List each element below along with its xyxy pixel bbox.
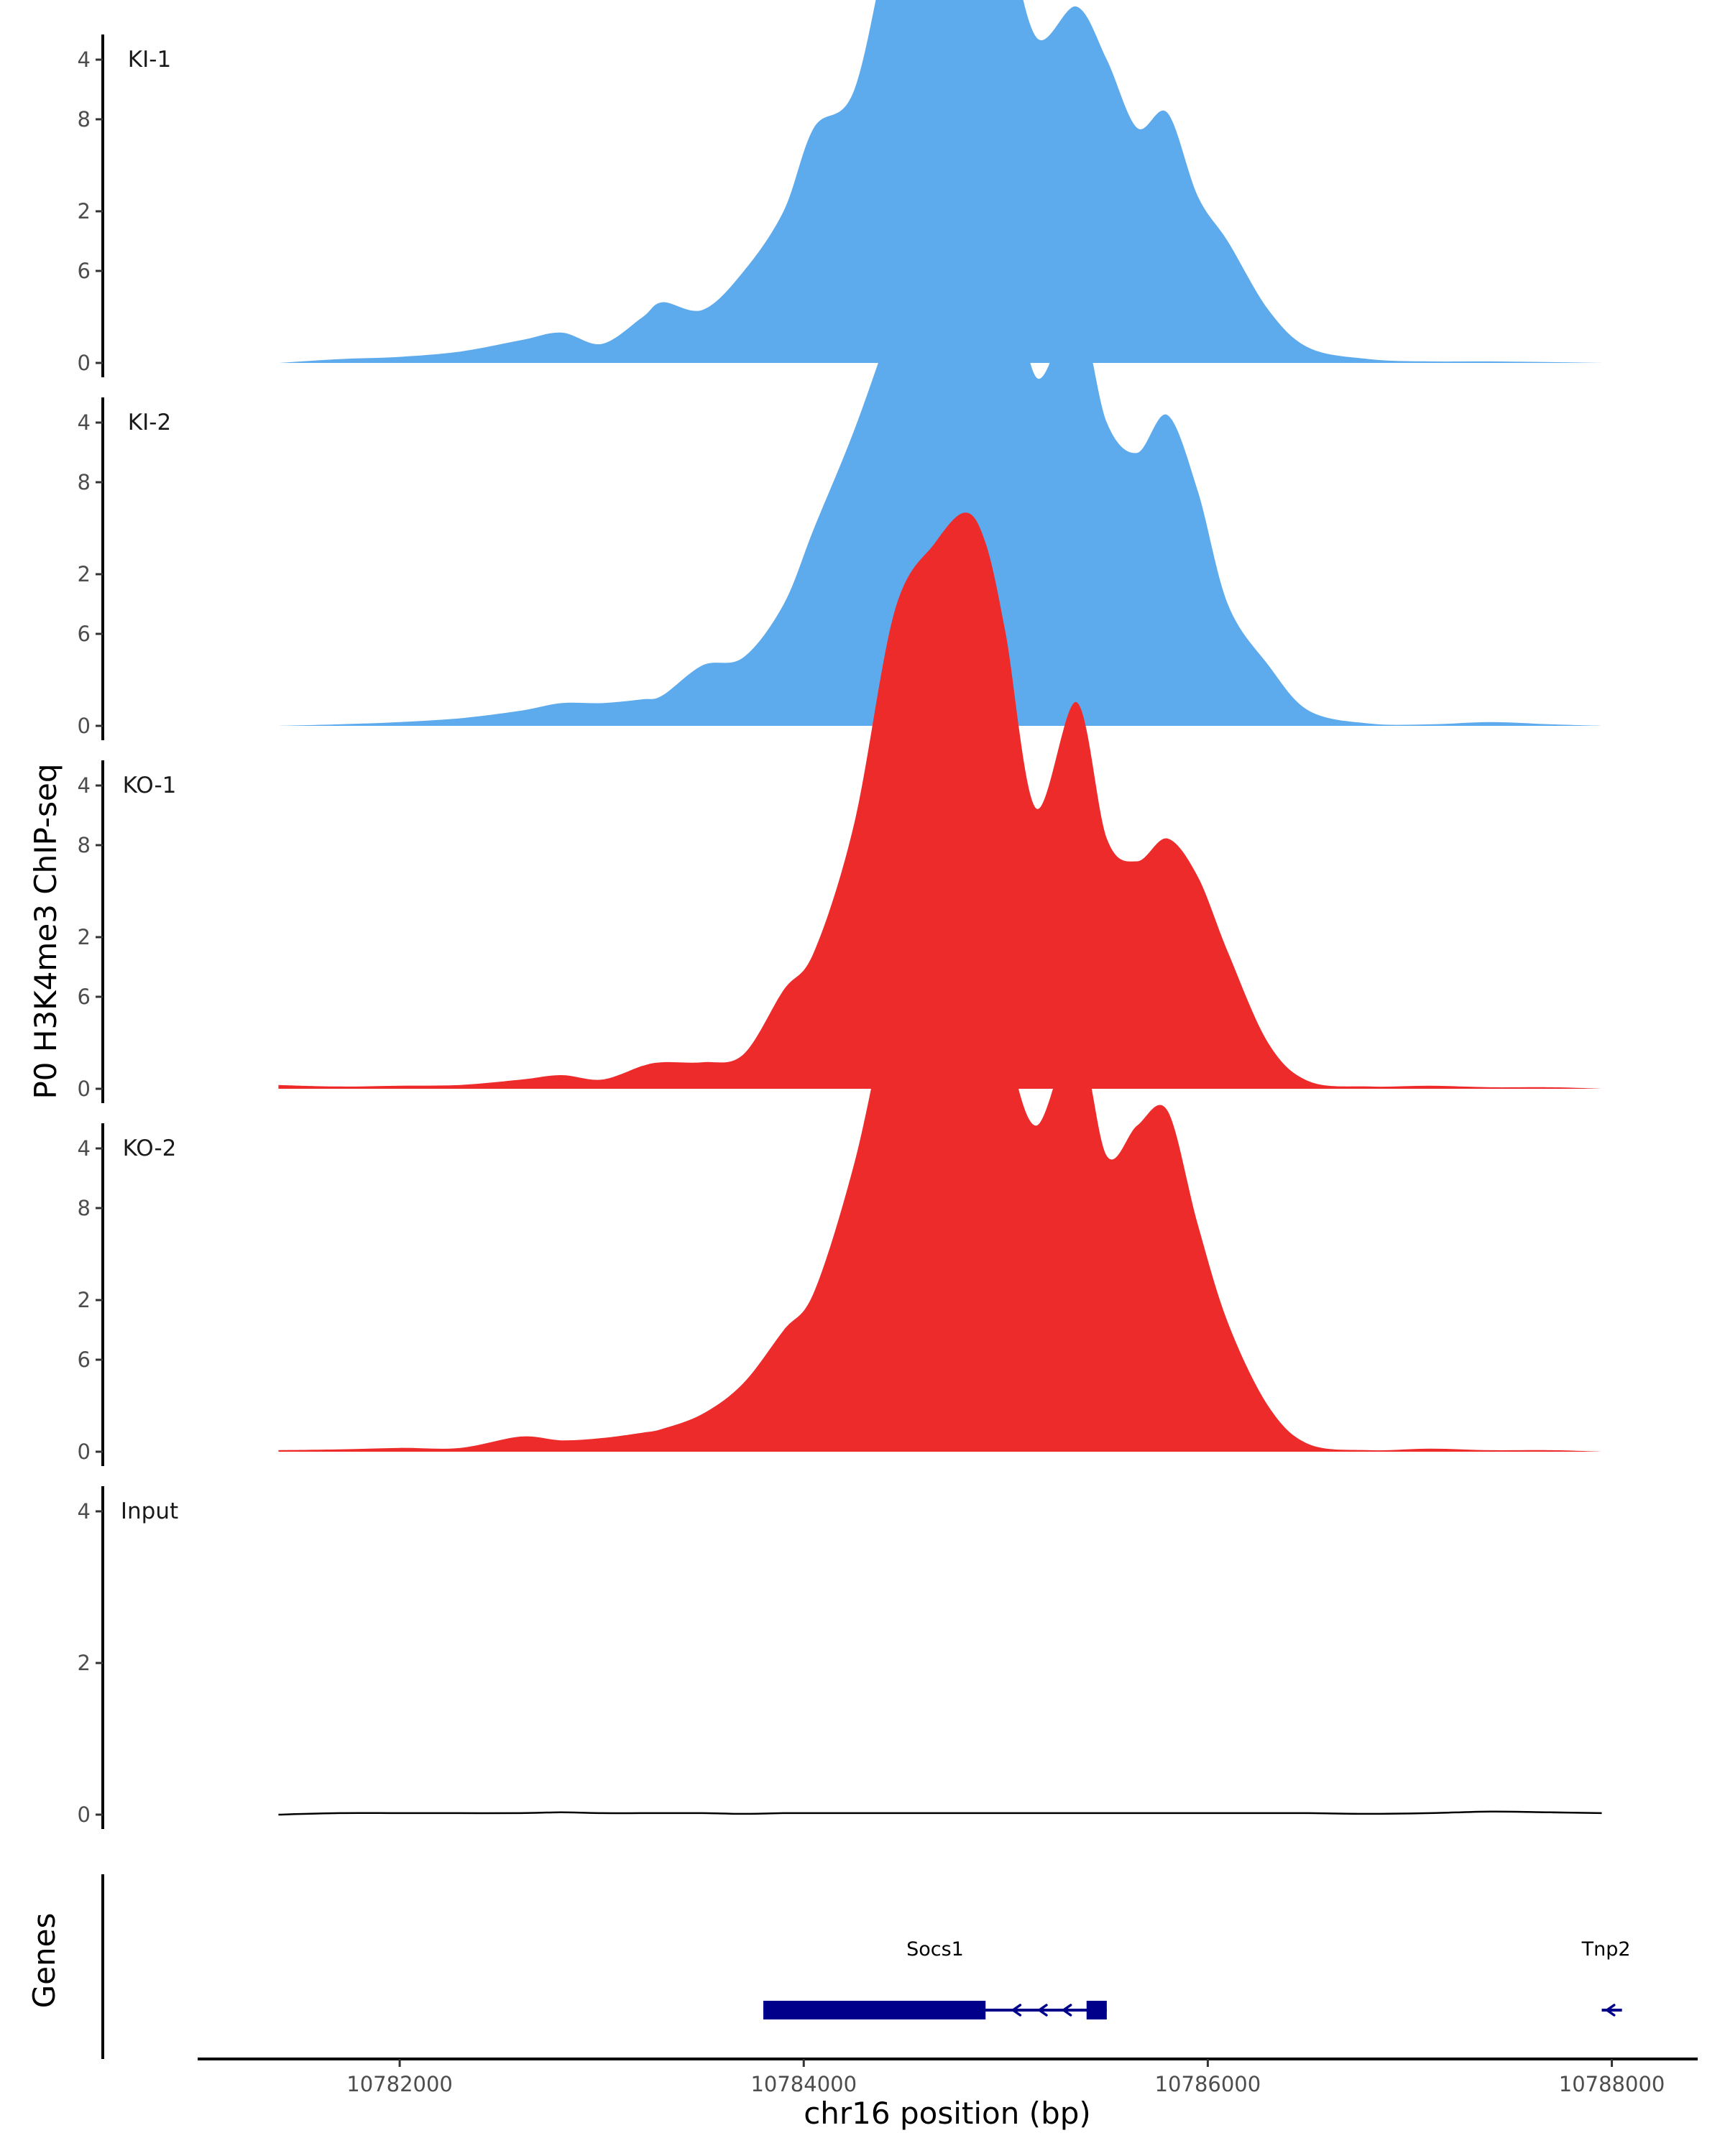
track-label: KO-1	[123, 773, 177, 798]
x-tick-label: 10782000	[346, 2072, 453, 2096]
track-panel-ko-2: 0 2 4 6 8 KO-2	[78, 833, 1602, 1466]
signal-area-ki-2	[278, 116, 1602, 726]
y-tick-label: 8	[78, 833, 91, 857]
gene-annotation-track: Socs1 Tnp2	[101, 1874, 1631, 2059]
gene-label: Socs1	[906, 1938, 964, 1961]
x-tick-label: 10784000	[750, 2072, 857, 2096]
y-tick-label: 4	[78, 773, 91, 798]
y-tick-label: 8	[78, 107, 91, 132]
x-axis: 10782000 10784000 10786000 10788000	[198, 2058, 1698, 2096]
track-label: KI-1	[128, 47, 171, 73]
strand-arrow-icon	[1606, 2004, 1616, 2017]
signal-area-ko-2	[278, 890, 1602, 1452]
y-tick-label: 0	[78, 1077, 91, 1101]
y-tick-label: 6	[78, 1348, 91, 1372]
strand-arrow-icon	[1011, 2004, 1022, 2017]
y-tick-label: 6	[78, 985, 91, 1009]
track-panel-ki-2: 0 2 4 6 8 KI-2	[78, 107, 1602, 740]
y-tick-label: 0	[78, 1439, 91, 1464]
signal-tracks: 02468KI-102468KI-202468KO-102468KO-20246…	[78, 0, 1602, 1829]
y-tick-label: 6	[78, 259, 91, 283]
track-panel-ki-1: 0 2 4 6 8 KI-1	[78, 0, 1602, 377]
x-axis-title: chr16 position (bp)	[804, 2096, 1091, 2131]
genes-track-title: Genes	[27, 1913, 62, 2009]
signal-area-ki-1	[278, 0, 1602, 363]
track-panel-input: 0 2 4 6 8 Input	[78, 1196, 1602, 1829]
track-label: Input	[121, 1498, 178, 1524]
strand-arrow-icon	[1038, 2004, 1048, 2017]
y-tick-label: 4	[78, 1136, 91, 1161]
y-tick-label: 2	[78, 1651, 91, 1675]
y-tick-label: 0	[78, 714, 91, 738]
gene-exon	[763, 2001, 986, 2019]
y-tick-label: 4	[78, 1499, 91, 1524]
y-tick-label: 0	[78, 1802, 91, 1827]
y-tick-label: 2	[78, 1288, 91, 1312]
y-tick-label: 2	[78, 199, 91, 224]
y-tick-label: 2	[78, 562, 91, 586]
strand-arrow-icon	[1062, 2004, 1072, 2017]
gene-tnp2: Tnp2	[1581, 1938, 1631, 2017]
gene-label: Tnp2	[1581, 1938, 1631, 1961]
x-tick-label: 10788000	[1559, 2072, 1665, 2096]
gene-exon	[1086, 2001, 1107, 2019]
track-label: KI-2	[128, 410, 171, 436]
y-tick-label: 4	[78, 47, 91, 72]
y-tick-label: 0	[78, 351, 91, 375]
gene-socs1: Socs1	[763, 1938, 1107, 2019]
signal-area-ko-1	[278, 512, 1602, 1089]
track-label: KO-2	[123, 1135, 177, 1161]
y-axis-title: P0 H3K4me3 ChIP-seq	[28, 763, 63, 1099]
y-tick-label: 8	[78, 1196, 91, 1220]
y-tick-label: 2	[78, 925, 91, 949]
y-tick-label: 6	[78, 622, 91, 646]
signal-line-input	[278, 1810, 1602, 1816]
y-tick-label: 4	[78, 410, 91, 435]
track-panel-ko-1: 0 2 4 6 8 KO-1	[78, 470, 1602, 1103]
x-tick-label: 10786000	[1155, 2072, 1261, 2096]
y-tick-label: 8	[78, 470, 91, 494]
